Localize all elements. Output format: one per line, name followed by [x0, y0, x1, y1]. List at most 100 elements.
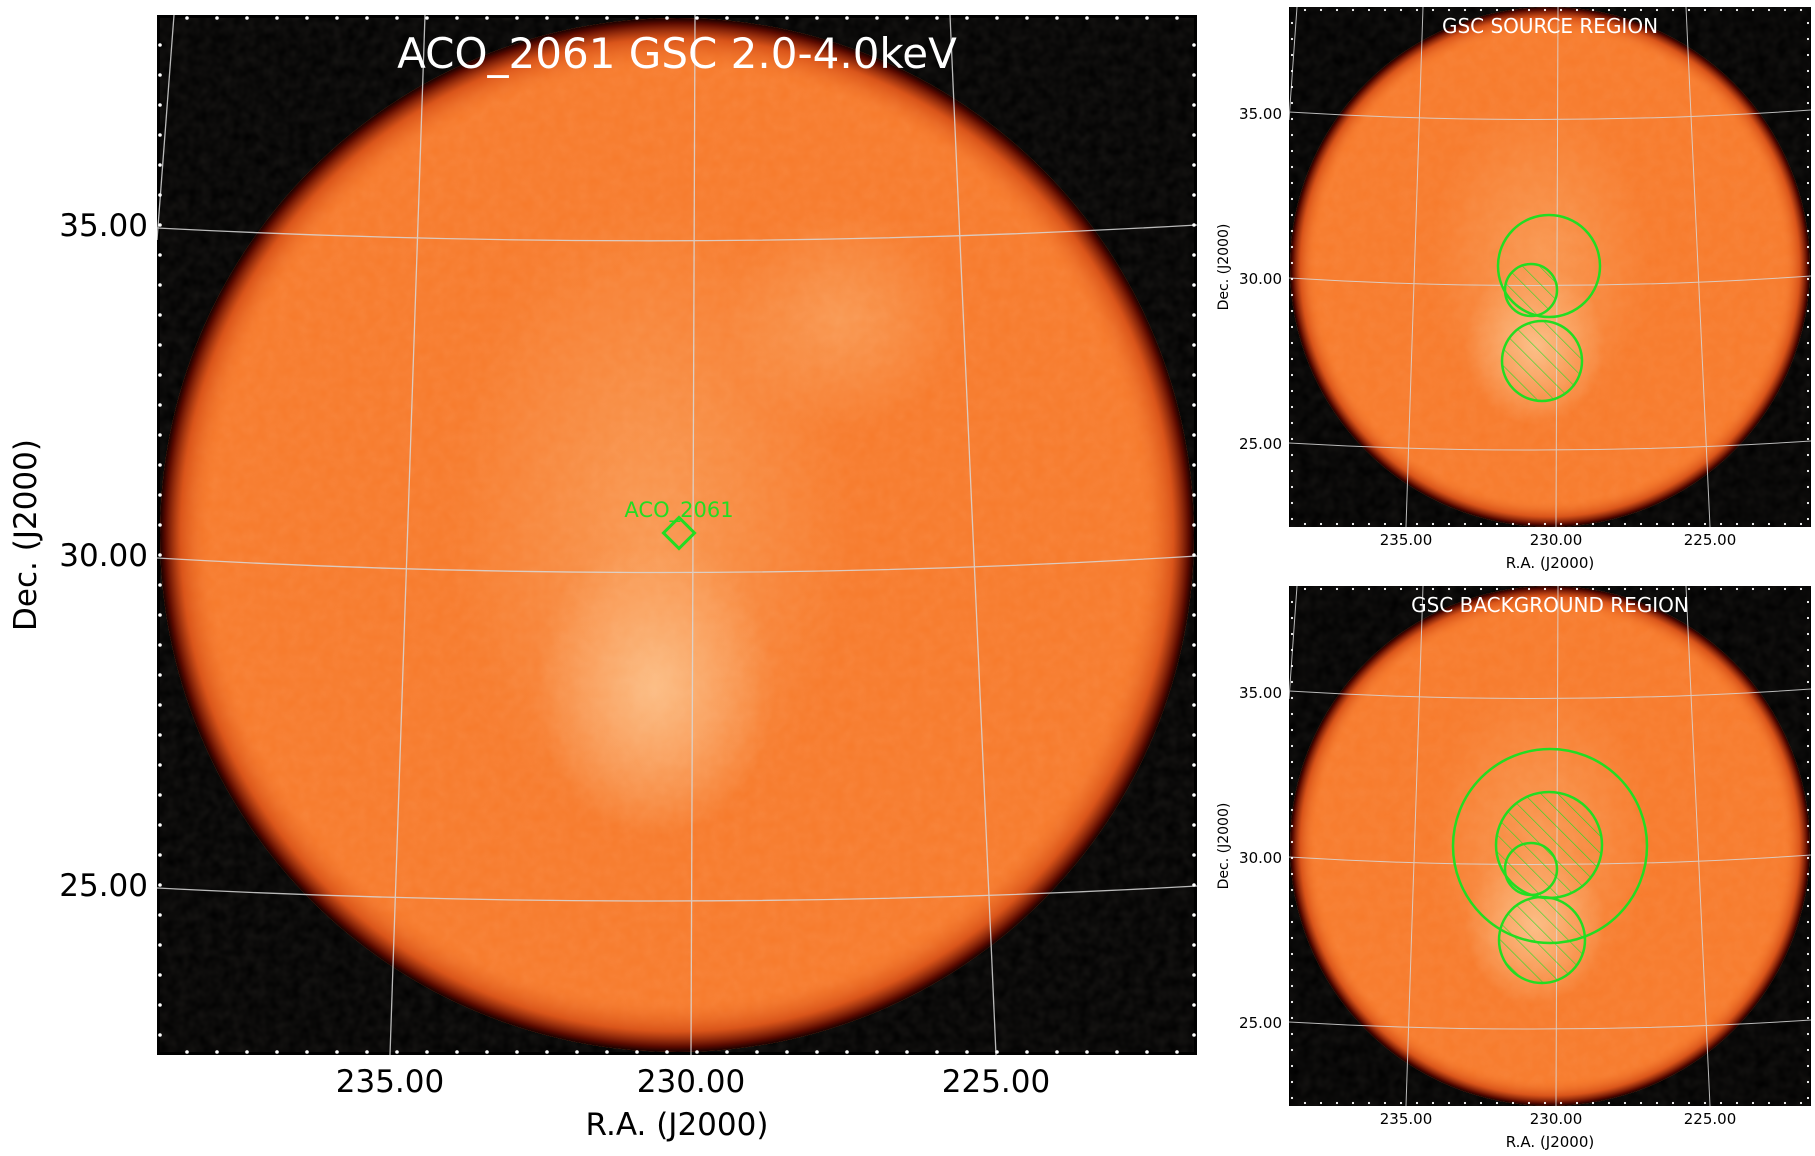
frame-tick-dot	[1806, 69, 1810, 73]
frame-tick-dot	[1290, 469, 1294, 473]
frame-tick-dot	[1290, 1048, 1294, 1052]
frame-tick-dot	[395, 16, 399, 20]
frame-tick-dot	[1319, 8, 1323, 12]
frame-tick-dot	[1806, 936, 1810, 940]
frame-tick-dot	[1806, 485, 1810, 489]
frame-tick-dot	[995, 16, 999, 20]
frame-tick-dot	[1806, 712, 1810, 716]
frame-tick-dot	[158, 433, 162, 437]
frame-tick-dot	[1591, 522, 1595, 526]
frame-tick-dot	[1806, 117, 1810, 121]
frame-tick-dot	[1290, 293, 1294, 297]
frame-tick-dot	[1806, 872, 1810, 876]
frame-tick-dot	[1290, 101, 1294, 105]
frame-tick-dot	[1806, 888, 1810, 892]
frame-tick-dot	[335, 1050, 339, 1054]
frame-tick-dot	[1290, 149, 1294, 153]
frame-tick-dot	[845, 1050, 849, 1054]
frame-tick-dot	[1806, 664, 1810, 668]
frame-tick-dot	[1192, 643, 1196, 647]
frame-tick-dot	[1290, 53, 1294, 57]
frame-tick-dot	[1290, 696, 1294, 700]
frame-tick-dot	[1303, 8, 1307, 12]
frame-tick-dot	[575, 16, 579, 20]
frame-tick-dot	[1303, 1101, 1307, 1105]
frame-tick-dot	[1543, 522, 1547, 526]
frame-tick-dot	[935, 16, 939, 20]
frame-tick-dot	[185, 1050, 189, 1054]
frame-tick-dot	[1511, 8, 1515, 12]
frame-tick-dot	[1290, 117, 1294, 121]
frame-tick-dot	[1290, 133, 1294, 137]
frame-tick-dot	[1575, 8, 1579, 12]
frame-tick-dot	[1351, 8, 1355, 12]
frame-tick-dot	[158, 133, 162, 137]
frame-tick-dot	[1290, 728, 1294, 732]
frame-tick-dot	[1527, 587, 1531, 591]
frame-tick-dot	[1085, 1050, 1089, 1054]
frame-tick-dot	[1383, 8, 1387, 12]
frame-tick-dot	[515, 16, 519, 20]
frame-tick-dot	[875, 1050, 879, 1054]
frame-tick-dot	[1290, 840, 1294, 844]
frame-tick-dot	[1806, 808, 1810, 812]
frame-tick-dot	[1806, 37, 1810, 41]
frame-tick-dot	[1806, 517, 1810, 521]
frame-tick-dot	[1055, 1050, 1059, 1054]
frame-tick-dot	[1806, 1096, 1810, 1100]
frame-tick-dot	[1335, 1101, 1339, 1105]
frame-tick-dot	[1527, 8, 1531, 12]
frame-tick-dot	[485, 16, 489, 20]
frame-tick-dot	[1192, 883, 1196, 887]
source-y-tick-label: 25.00	[1239, 435, 1282, 453]
frame-tick-dot	[158, 403, 162, 407]
frame-tick-dot	[158, 373, 162, 377]
background-x-tick-label: 235.00	[1380, 1110, 1433, 1128]
frame-tick-dot	[158, 253, 162, 257]
frame-tick-dot	[1751, 1101, 1755, 1105]
frame-tick-dot	[665, 1050, 669, 1054]
frame-tick-dot	[1399, 1101, 1403, 1105]
frame-tick-dot	[1290, 856, 1294, 860]
frame-tick-dot	[1806, 952, 1810, 956]
frame-tick-dot	[1290, 760, 1294, 764]
frame-tick-dot	[1751, 587, 1755, 591]
frame-tick-dot	[1735, 587, 1739, 591]
frame-tick-dot	[1767, 8, 1771, 12]
frame-tick-dot	[1192, 373, 1196, 377]
frame-tick-dot	[1527, 522, 1531, 526]
frame-tick-dot	[1290, 277, 1294, 281]
frame-tick-dot	[1806, 197, 1810, 201]
frame-tick-dot	[1319, 587, 1323, 591]
frame-tick-dot	[1806, 1048, 1810, 1052]
frame-tick-dot	[605, 1050, 609, 1054]
frame-tick-dot	[1735, 522, 1739, 526]
frame-tick-dot	[1655, 8, 1659, 12]
frame-tick-dot	[1575, 1101, 1579, 1105]
frame-tick-dot	[1806, 309, 1810, 313]
frame-tick-dot	[158, 553, 162, 557]
frame-tick-dot	[1719, 1101, 1723, 1105]
frame-tick-dot	[1806, 920, 1810, 924]
frame-tick-dot	[1806, 696, 1810, 700]
background-y-tick-label: 25.00	[1239, 1014, 1282, 1032]
frame-tick-dot	[1290, 600, 1294, 604]
frame-tick-dot	[245, 16, 249, 20]
frame-tick-dot	[1290, 309, 1294, 313]
frame-tick-dot	[1192, 73, 1196, 77]
frame-tick-dot	[1115, 16, 1119, 20]
frame-tick-dot	[1025, 1050, 1029, 1054]
frame-tick-dot	[1639, 522, 1643, 526]
source-x-axis-label: R.A. (J2000)	[1506, 554, 1595, 572]
frame-tick-dot	[1175, 1050, 1179, 1054]
frame-tick-dot	[1806, 453, 1810, 457]
frame-tick-dot	[1495, 8, 1499, 12]
frame-tick-dot	[1783, 522, 1787, 526]
frame-tick-dot	[1192, 283, 1196, 287]
frame-tick-dot	[1367, 1101, 1371, 1105]
frame-tick-dot	[1303, 522, 1307, 526]
frame-tick-dot	[158, 343, 162, 347]
frame-tick-dot	[1806, 53, 1810, 57]
frame-tick-dot	[1591, 587, 1595, 591]
frame-tick-dot	[1290, 968, 1294, 972]
